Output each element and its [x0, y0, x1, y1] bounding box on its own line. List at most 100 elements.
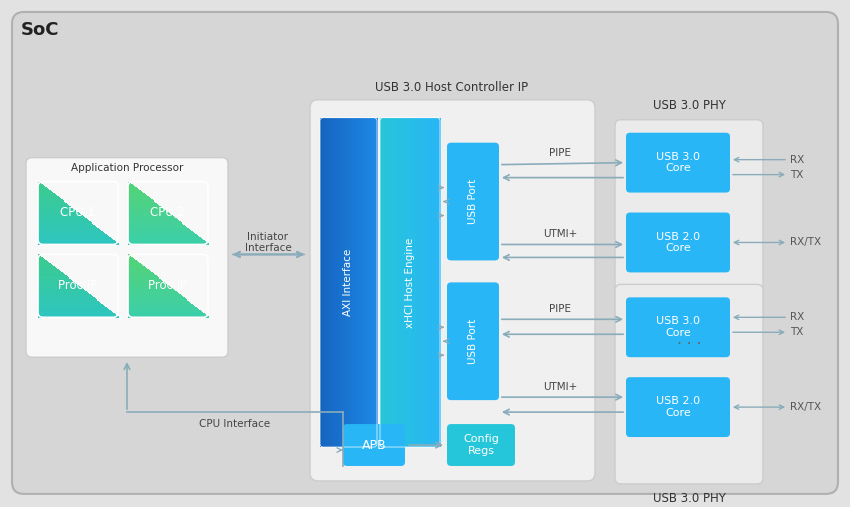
Bar [128, 220, 178, 221]
Bar [415, 118, 416, 447]
Bar [128, 208, 163, 209]
Bar [140, 191, 142, 244]
Bar [38, 188, 48, 190]
Bar [38, 233, 105, 235]
Bar [323, 118, 325, 447]
Bar [129, 183, 132, 244]
Bar [354, 118, 355, 447]
Bar [145, 195, 147, 244]
Bar [91, 224, 94, 244]
Bar [43, 186, 45, 244]
Bar [38, 292, 88, 294]
Bar [38, 234, 107, 236]
Bar [396, 118, 398, 447]
Bar [38, 266, 54, 268]
Bar [383, 118, 385, 447]
Bar [76, 211, 77, 244]
FancyBboxPatch shape [447, 424, 515, 466]
Bar [48, 189, 49, 244]
Bar [128, 301, 189, 302]
Text: RX/TX: RX/TX [790, 402, 821, 412]
Bar [38, 268, 58, 270]
Bar [128, 185, 134, 187]
Bar [38, 304, 103, 306]
Bar [38, 229, 100, 231]
Bar [422, 118, 424, 447]
Bar [86, 292, 88, 317]
Bar [128, 295, 182, 297]
Bar [128, 197, 150, 199]
Bar [354, 118, 356, 447]
Bar [359, 118, 360, 447]
Bar [128, 255, 130, 317]
Bar [139, 190, 141, 244]
Bar [38, 183, 42, 185]
Bar [71, 208, 73, 244]
Bar [88, 293, 89, 317]
Bar [167, 285, 169, 317]
Bar [329, 118, 331, 447]
Bar [128, 281, 163, 282]
Bar [128, 221, 179, 222]
Bar [38, 220, 88, 221]
Bar [420, 118, 422, 447]
Bar [38, 222, 91, 223]
Bar [155, 203, 156, 244]
Bar [412, 118, 414, 447]
Bar [128, 216, 174, 218]
Text: Initiator
Interface: Initiator Interface [245, 232, 292, 254]
Bar [38, 255, 40, 317]
Bar [156, 276, 158, 317]
Bar [38, 261, 48, 263]
Bar [53, 193, 54, 244]
Bar [128, 307, 197, 309]
Bar [38, 238, 112, 240]
FancyBboxPatch shape [615, 120, 763, 324]
Bar [60, 272, 63, 317]
Bar [133, 259, 135, 317]
Text: AXI Interface: AXI Interface [343, 249, 353, 316]
Bar [98, 229, 100, 244]
Bar [190, 231, 193, 244]
Bar [97, 301, 99, 317]
Bar [366, 118, 367, 447]
Bar [195, 307, 197, 317]
Bar [128, 304, 193, 306]
Bar [385, 118, 387, 447]
Bar [403, 118, 405, 447]
Bar [38, 309, 110, 311]
Bar [128, 305, 194, 307]
Bar [128, 206, 161, 207]
Bar [110, 238, 112, 244]
Bar [69, 206, 71, 244]
Bar [437, 118, 439, 447]
Bar [128, 276, 158, 278]
Bar [128, 268, 147, 270]
Bar [38, 302, 100, 303]
Bar [38, 307, 107, 309]
Bar [38, 232, 105, 234]
Bar [38, 315, 117, 317]
Bar [128, 190, 141, 192]
Text: PIPE: PIPE [549, 148, 571, 158]
Bar [38, 217, 86, 219]
Bar [38, 219, 87, 220]
Bar [82, 289, 84, 317]
Bar [418, 118, 420, 447]
Text: Proc IP: Proc IP [149, 279, 188, 292]
Bar [128, 192, 144, 194]
Bar [200, 238, 202, 244]
Bar [100, 304, 103, 317]
Bar [386, 118, 388, 447]
Bar [38, 195, 58, 197]
Text: Config
Regs: Config Regs [463, 434, 499, 456]
Bar [133, 186, 135, 244]
Bar [128, 232, 194, 234]
Bar [81, 215, 82, 244]
Bar [350, 118, 352, 447]
Bar [128, 255, 130, 256]
Bar [128, 243, 209, 245]
Text: CPU 1: CPU 1 [60, 206, 95, 219]
Bar [150, 271, 151, 317]
Bar [128, 217, 175, 219]
